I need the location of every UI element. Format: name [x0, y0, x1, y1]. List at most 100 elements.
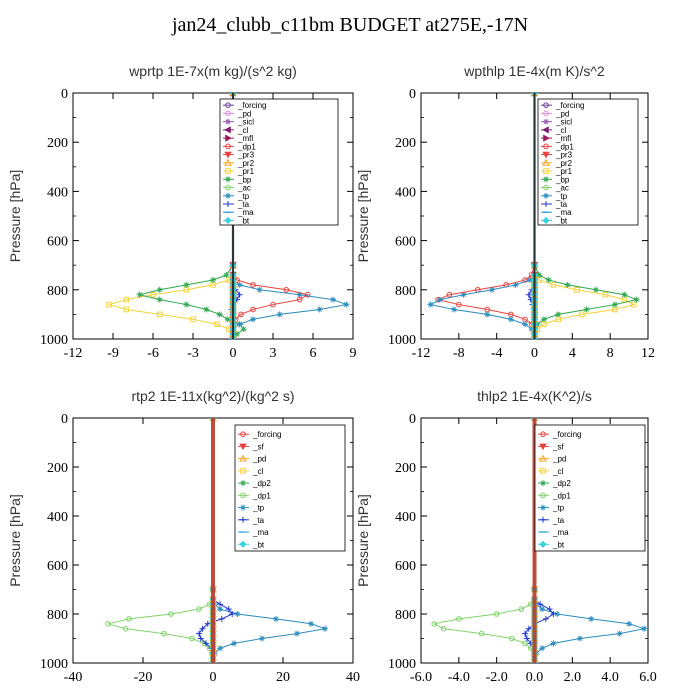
legend-marker	[240, 492, 246, 499]
panel-title: wpthlp 1E-4x(m K)/s^2	[463, 63, 605, 79]
legend-label: _mfl	[555, 134, 571, 143]
data-point	[583, 306, 590, 313]
legend-label: _ma	[252, 528, 269, 537]
legend-marker	[543, 201, 549, 207]
data-point	[276, 311, 283, 318]
data-point	[270, 301, 276, 308]
data-point	[626, 620, 633, 627]
x-tick-label: 0	[210, 670, 217, 685]
x-tick-label: 0.0	[526, 670, 544, 685]
legend-label: _tp	[552, 504, 565, 513]
data-point	[308, 620, 314, 627]
data-point	[189, 635, 195, 642]
legend-label: _bt	[552, 540, 565, 549]
y-tick-label: 400	[395, 510, 416, 525]
legend-label: _bt	[252, 540, 265, 549]
data-point	[122, 625, 129, 632]
data-point	[216, 311, 223, 318]
y-tick-label: 200	[395, 461, 416, 476]
data-point	[522, 321, 529, 328]
x-tick-label: 3	[270, 346, 277, 361]
legend-label: _pd	[237, 109, 251, 118]
legend-label: _pd	[552, 455, 566, 464]
legend-marker	[542, 126, 549, 134]
legend-marker	[240, 431, 246, 437]
y-tick-label: 1000	[40, 657, 68, 672]
data-point	[217, 606, 223, 613]
y-tick-label: 600	[47, 235, 68, 250]
legend-marker	[540, 468, 546, 474]
legend-label: _tp	[237, 192, 250, 201]
data-point	[259, 635, 265, 642]
legend-marker	[543, 184, 549, 191]
data-point	[451, 306, 458, 313]
legend-marker	[225, 192, 231, 199]
legend-marker	[543, 192, 549, 199]
legend-marker	[240, 516, 246, 523]
data-point	[196, 630, 202, 637]
plot-area	[427, 93, 640, 339]
legend-marker	[225, 134, 232, 142]
panel-3: rtp2 1E-11x(kg^2)/(kg^2 s) Pressure [hPa]…	[7, 388, 360, 685]
x-tick-label: 9	[350, 346, 357, 361]
data-point	[574, 287, 580, 293]
data-point	[217, 601, 223, 608]
legend-marker	[543, 143, 549, 150]
legend: _forcing _sf _pd _cl _dp2 _dp1 _tp _ta _ma _bt	[234, 424, 346, 552]
data-point	[236, 321, 243, 328]
data-point	[436, 296, 443, 303]
data-point	[456, 616, 462, 622]
y-tick-label: 600	[47, 559, 68, 574]
data-point	[240, 326, 247, 333]
data-point	[522, 630, 529, 637]
legend-label: _ac	[237, 184, 251, 193]
y-tick-label: 1000	[388, 657, 416, 672]
legend-label: _pr3	[555, 151, 573, 160]
data-point	[105, 621, 111, 627]
data-point	[330, 296, 336, 303]
data-point	[199, 625, 206, 632]
y-axis-label: Pressure [hPa]	[355, 494, 371, 587]
legend-marker	[240, 504, 246, 511]
y-tick-label: 0	[61, 87, 68, 102]
legend-marker	[540, 431, 546, 437]
data-point	[214, 321, 220, 328]
legend-marker	[543, 134, 550, 142]
data-point	[526, 276, 533, 283]
data-point	[343, 301, 350, 308]
y-tick-label: 0	[61, 412, 68, 427]
legend-marker	[542, 216, 550, 225]
data-point	[621, 291, 628, 298]
legend-marker	[540, 504, 546, 511]
data-point	[217, 645, 223, 652]
data-point	[250, 316, 256, 323]
legend-label: _pd	[252, 455, 266, 464]
x-tick-label: 0	[531, 346, 538, 361]
legend-marker	[239, 454, 247, 462]
legend-label: _dp2	[252, 479, 271, 488]
x-tick-label: -9	[107, 346, 119, 361]
legend-marker	[240, 480, 246, 487]
series-line-bp	[139, 93, 245, 339]
data-point	[641, 625, 648, 632]
x-tick-label: -3	[187, 346, 199, 361]
legend-label: _sf	[252, 442, 264, 451]
y-tick-label: 1000	[40, 333, 68, 348]
legend-box	[219, 98, 339, 226]
data-point	[183, 301, 190, 308]
legend-label: _tp	[252, 504, 265, 513]
y-tick-label: 800	[47, 608, 68, 623]
legend-label: _ta	[237, 200, 250, 209]
data-point	[225, 606, 232, 613]
data-point	[539, 645, 546, 652]
legend-marker	[225, 102, 231, 108]
data-point	[440, 625, 447, 632]
y-tick-label: 800	[395, 608, 416, 623]
y-tick-label: 400	[47, 185, 68, 200]
data-point	[223, 272, 230, 279]
data-point	[156, 286, 163, 293]
data-point	[126, 616, 132, 622]
data-point	[488, 286, 495, 293]
legend-marker	[543, 176, 549, 183]
legend-label: _pr2	[237, 159, 255, 168]
